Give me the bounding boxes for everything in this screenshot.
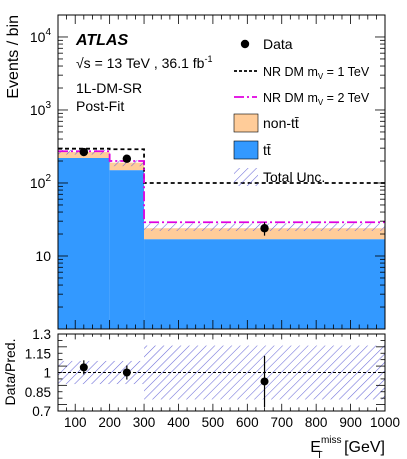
atlas-label: ATLAS [75, 32, 128, 49]
legend-signal1-label: NR DM mV = 1 TeV [263, 65, 370, 81]
x-tick-label: 900 [339, 415, 362, 430]
x-tick-label: 300 [133, 415, 156, 430]
ratio-y-tick-label: 1.15 [25, 346, 51, 361]
legend-tt-label: tt̄ [263, 142, 271, 158]
bar-tt-bin2 [109, 170, 145, 329]
data-point-1 [79, 147, 89, 157]
main-plot-area [58, 147, 385, 329]
ratio-point-1 [79, 363, 88, 372]
ratio-y-tick-label: 0.7 [32, 404, 51, 419]
ratio-y-ticks [58, 333, 385, 412]
ratio-x-tick-labels: 100 200 300 400 500 600 700 800 900 1000 [64, 415, 400, 430]
x-tick-label: 100 [64, 415, 87, 430]
ratio-y-tick-label: 1 [43, 366, 51, 381]
ratio-y-tick-label: 0.85 [25, 385, 51, 400]
x-tick-label: 600 [236, 415, 259, 430]
main-y-tick-label: 103 [30, 100, 52, 118]
main-y-tick-labels: 10 102 103 104 [30, 27, 52, 264]
region-label: 1L-DM-SR [76, 80, 142, 96]
x-tick-label: 700 [270, 415, 293, 430]
main-y-axis-label: Events / bin [5, 15, 22, 99]
main-y-ticks [58, 14, 385, 330]
main-x-ticks [57, 15, 386, 329]
legend-nontt-swatch [233, 113, 259, 133]
ratio-plot-area [58, 345, 385, 408]
main-y-tick-label: 102 [30, 173, 52, 191]
x-tick-label: 500 [202, 415, 225, 430]
x-tick-label: 1000 [370, 415, 400, 430]
legend-tt-swatch [233, 140, 259, 160]
fit-label: Post-Fit [76, 98, 124, 114]
energy-lumi-label: √s = 13 TeV , 36.1 fb-1 [76, 54, 212, 71]
data-point-2 [122, 154, 132, 163]
bar-tt-bin1 [58, 157, 110, 329]
unc-band-bin2 [109, 160, 145, 167]
ratio-point-2 [122, 368, 131, 377]
legend-data-marker [240, 39, 250, 49]
legend-data-label: Data [263, 36, 293, 52]
legend-unc-label: Total Unc. [263, 169, 325, 185]
ratio-y-axis-label: Data/Pred. [2, 339, 18, 406]
ratio-y-tick-labels: 0.7 0.85 1 1.15 1.3 [25, 327, 51, 419]
x-tick-label: 800 [305, 415, 328, 430]
ratio-y-tick-label: 1.3 [32, 327, 51, 342]
signal-line-1 [58, 147, 385, 184]
legend-unc-swatch [234, 168, 258, 186]
legend: Data NR DM mV = 1 TeV NR DM mV = 2 TeV n… [233, 36, 370, 186]
main-panel: 10 102 103 104 Events / bin ATLAS √s = 13 T… [5, 14, 386, 330]
legend-signal2-label: NR DM mV = 2 TeV [263, 91, 370, 107]
bar-tt-bin3 [144, 239, 385, 329]
data-point-3 [260, 224, 269, 233]
x-tick-label: 200 [98, 415, 121, 430]
legend-nontt-label: non-tt̄ [263, 115, 299, 131]
main-y-tick-label: 10 [35, 248, 51, 264]
ratio-point-3 [260, 377, 269, 386]
main-y-tick-label: 104 [30, 27, 52, 45]
ratio-x-ticks [57, 334, 386, 411]
x-tick-label: 400 [167, 415, 190, 430]
ratio-panel: 0.7 0.85 1 1.15 1.3 100 200 300 400 500 600 700 800… [2, 327, 400, 459]
x-axis-label: Emiss T [GeV] [310, 435, 385, 459]
bar-nontt-bin2 [109, 162, 145, 171]
